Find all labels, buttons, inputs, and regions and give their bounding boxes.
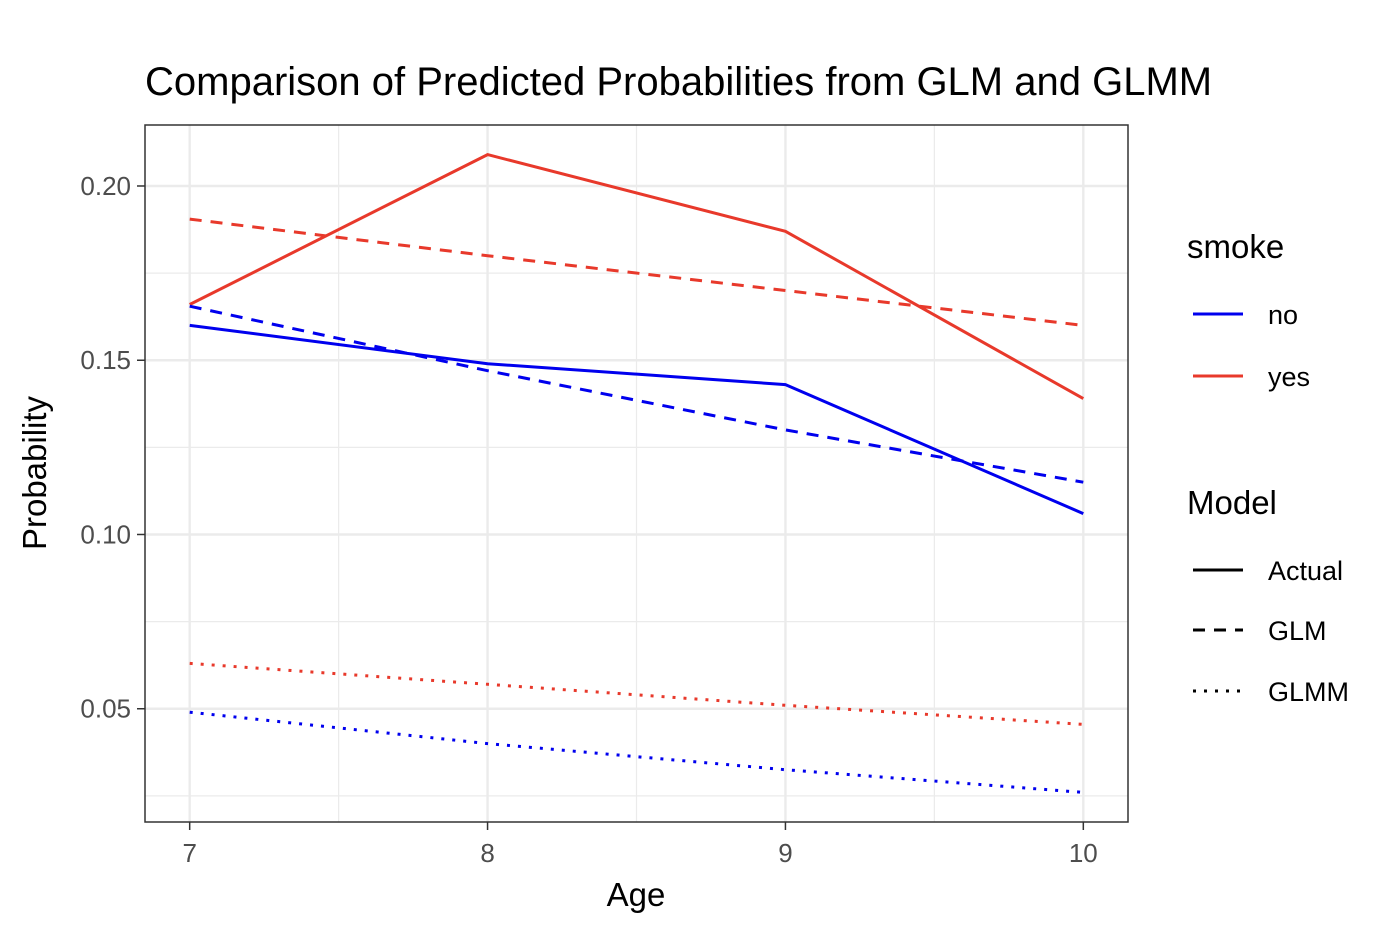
grid <box>145 125 1128 822</box>
legend-label-glm: GLM <box>1268 616 1327 646</box>
legend-title-model: Model <box>1187 484 1277 521</box>
y-tick-label: 0.05 <box>80 694 131 724</box>
series-line-no-glm <box>189 304 1084 484</box>
y-axis-title: Probability <box>16 395 53 550</box>
series-lines <box>189 153 1085 794</box>
legend-label-glmm: GLMM <box>1268 677 1349 707</box>
y-tick-label: 0.10 <box>80 519 131 549</box>
x-tick-label: 8 <box>480 838 494 868</box>
series-line-yes-glm <box>189 217 1084 327</box>
y-tick-label: 0.20 <box>80 171 131 201</box>
legend-label-no: no <box>1268 300 1298 330</box>
x-tick-label: 10 <box>1069 838 1098 868</box>
legend: smoke no yes Model Actual GLM GLMM <box>1187 228 1349 707</box>
series-line-no-actual <box>189 323 1084 515</box>
legend-title-smoke: smoke <box>1187 228 1284 265</box>
legend-label-yes: yes <box>1268 362 1310 392</box>
chart-title: Comparison of Predicted Probabilities fr… <box>145 60 1212 104</box>
x-tick-label: 9 <box>778 838 792 868</box>
x-tick-label: 7 <box>182 838 196 868</box>
x-axis-title: Age <box>607 876 666 913</box>
series-line-yes-actual <box>189 153 1085 400</box>
plot-panel <box>144 124 1129 823</box>
y-tick-label: 0.15 <box>80 345 131 375</box>
axis-ticks: 7 8 9 10 0.05 0.10 0.15 0.20 <box>80 171 1097 868</box>
legend-label-actual: Actual <box>1268 556 1343 586</box>
